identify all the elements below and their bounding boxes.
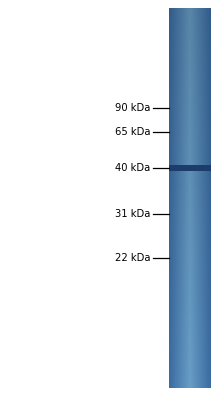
Text: 22 kDa: 22 kDa [115,253,151,263]
Text: 40 kDa: 40 kDa [116,163,151,173]
Text: 90 kDa: 90 kDa [115,103,151,113]
Bar [169,165,211,171]
Text: 31 kDa: 31 kDa [115,209,151,219]
Text: 65 kDa: 65 kDa [115,127,151,137]
